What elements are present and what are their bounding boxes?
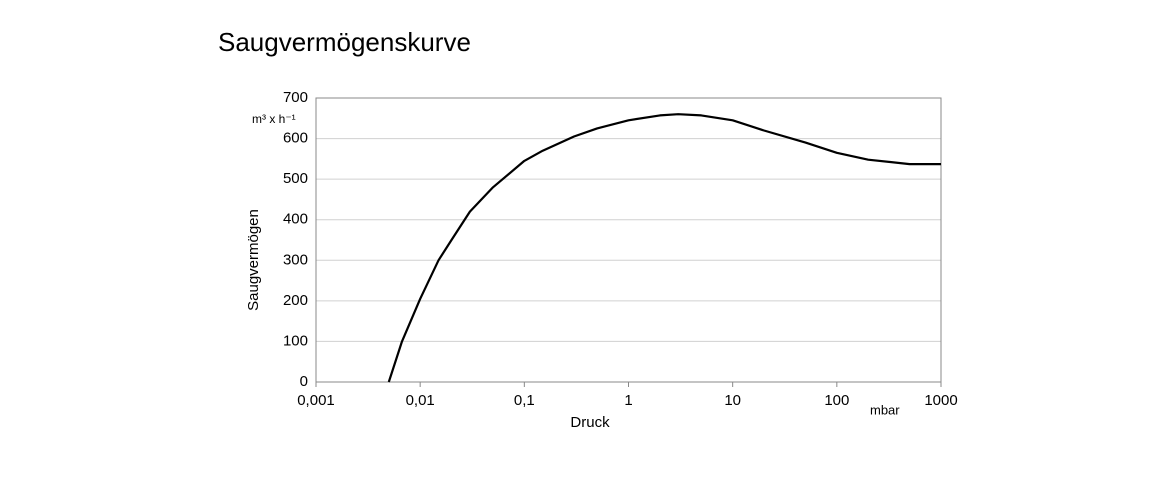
x-tick-label: 100 xyxy=(824,392,849,409)
x-tick-label: 1 xyxy=(624,392,632,409)
x-axis-label: Druck xyxy=(570,414,610,431)
chart-title: Saugvermögenskurve xyxy=(218,27,471,57)
y-tick-label: 300 xyxy=(283,251,308,268)
x-tick-label: 1000 xyxy=(924,392,957,409)
data-line xyxy=(387,113,941,383)
x-tick-label: 10 xyxy=(724,392,741,409)
plot-frame xyxy=(315,97,942,383)
y-tick-label: 0 xyxy=(300,373,308,390)
y-axis-label: Saugvermögen xyxy=(245,209,262,311)
x-tick-label: 0,01 xyxy=(406,392,435,409)
x-tick-label: 0,1 xyxy=(514,392,535,409)
y-tick-label: 700 xyxy=(283,89,308,106)
x-unit: mbar xyxy=(870,402,900,417)
y-unit: m³ x h⁻¹ xyxy=(252,112,296,126)
y-tick-label: 600 xyxy=(283,130,308,147)
y-tick-label: 200 xyxy=(283,292,308,309)
y-tick-label: 100 xyxy=(283,332,308,349)
x-tick-label: 0,001 xyxy=(297,392,335,409)
y-tick-label: 500 xyxy=(283,170,308,187)
y-tick-label: 400 xyxy=(283,211,308,228)
